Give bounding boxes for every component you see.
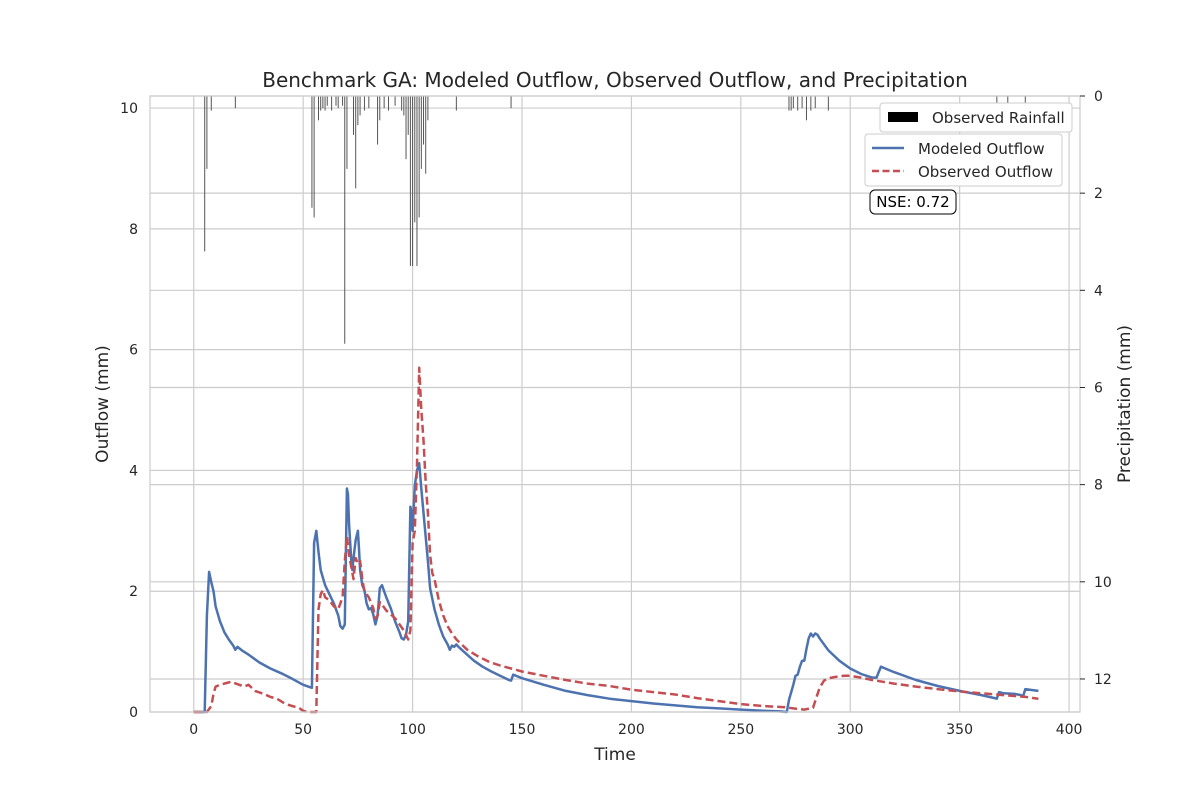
y2-tick-label: 6 (1094, 380, 1103, 396)
y2-tick-label: 0 (1094, 89, 1103, 105)
y-tick-label: 8 (129, 222, 138, 238)
plot-frame (149, 95, 1081, 713)
rainfall-legend-box (879, 102, 1073, 133)
observed-outflow-line (193, 366, 1039, 714)
nse-annotation: NSE: 0.72 (869, 189, 957, 215)
modeled-legend-label: Modeled Outflow (918, 140, 1045, 158)
outflow-legend: Modeled Outflow Observed Outflow (864, 133, 1063, 187)
y2-tick-label: 2 (1094, 186, 1103, 202)
chart-title: Benchmark GA: Modeled Outflow, Observed … (262, 68, 968, 92)
x-tick-label: 50 (294, 722, 312, 738)
y-axis-ticks: 0 2 4 6 8 10 (120, 101, 138, 721)
y2-axis-ticks: 0 2 4 6 8 10 12 (1080, 89, 1112, 688)
nse-annotation-box (869, 189, 957, 215)
rainfall-legend-swatch (888, 112, 918, 122)
x-tick-label: 400 (1056, 722, 1083, 738)
x-tick-label: 200 (618, 722, 645, 738)
x-tick-label: 0 (189, 722, 198, 738)
y-axis-label: Outflow (mm) (93, 345, 113, 463)
x-tick-label: 150 (509, 722, 536, 738)
outflow-legend-box (864, 133, 1063, 187)
x-axis-label: Time (593, 745, 636, 765)
y-tick-label: 4 (129, 463, 138, 479)
x-tick-label: 250 (727, 722, 754, 738)
x-tick-label: 300 (837, 722, 864, 738)
rainfall-bars (204, 96, 1026, 344)
y2-axis-label: Precipitation (mm) (1115, 325, 1135, 483)
y2-tick-label: 10 (1094, 575, 1112, 591)
x-tick-label: 350 (946, 722, 973, 738)
rainfall-legend: Observed Rainfall (879, 102, 1073, 133)
outflow-lines (193, 366, 1039, 714)
y-tick-label: 2 (129, 584, 138, 600)
observed-legend-label: Observed Outflow (918, 163, 1053, 181)
nse-annotation-text: NSE: 0.72 (876, 193, 949, 211)
y-tick-label: 6 (129, 343, 138, 359)
y2-tick-label: 4 (1094, 283, 1103, 299)
x-axis-ticks: 0 50 100 150 200 250 300 350 400 (189, 722, 1082, 738)
rainfall-legend-label: Observed Rainfall (932, 109, 1065, 127)
x-tick-label: 100 (399, 722, 426, 738)
modeled-outflow-line (193, 461, 1039, 714)
y2-tick-label: 12 (1094, 672, 1112, 688)
y-tick-label: 0 (129, 705, 138, 721)
y-tick-label: 10 (120, 101, 138, 117)
y2-tick-label: 8 (1094, 478, 1103, 494)
